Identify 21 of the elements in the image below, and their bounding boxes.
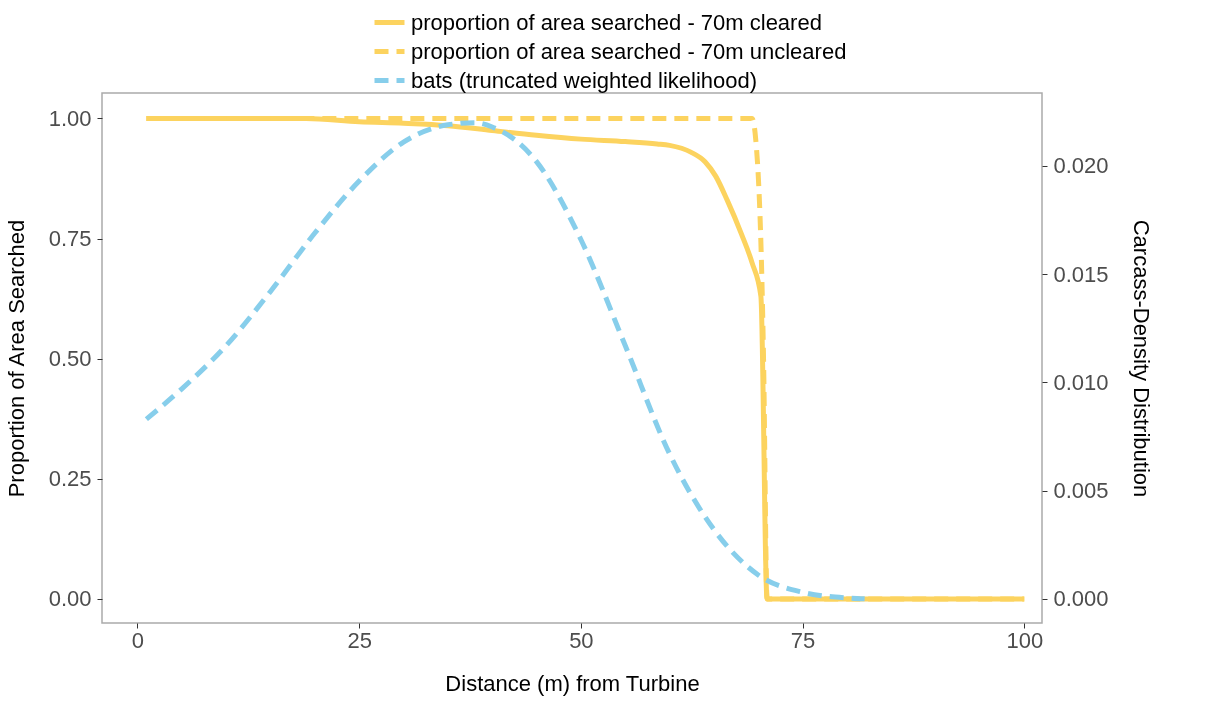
x-tick-label: 100 [1006, 627, 1044, 653]
y2-tick-label: 0.010 [1053, 369, 1109, 395]
y2-axis-title: Carcass-Density Distribution [1128, 219, 1154, 498]
y-tick-label: 1.00 [48, 105, 92, 131]
legend-label: proportion of area searched - 70m cleared [411, 9, 822, 35]
y2-tick-label: 0.005 [1053, 478, 1109, 504]
x-tick-label: 75 [790, 627, 816, 653]
y-tick-label: 0.50 [48, 346, 92, 372]
y-axis-title: Proportion of Area Searched [3, 219, 29, 498]
x-axis-title: Distance (m) from Turbine [445, 670, 700, 696]
y2-tick-label: 0.015 [1053, 261, 1109, 287]
legend-label: proportion of area searched - 70m uncleared [411, 38, 847, 64]
x-tick-label: 50 [569, 627, 594, 653]
y-tick-label: 0.75 [48, 226, 92, 252]
x-tick-label: 25 [347, 627, 372, 653]
legend-label: bats (truncated weighted likelihood) [411, 67, 758, 93]
y2-tick-label: 0.020 [1053, 153, 1109, 179]
y-tick-label: 0.25 [48, 466, 92, 492]
y-tick-label: 0.00 [48, 586, 92, 612]
y2-tick-label: 0.000 [1053, 586, 1109, 612]
x-tick-label: 0 [131, 627, 145, 653]
